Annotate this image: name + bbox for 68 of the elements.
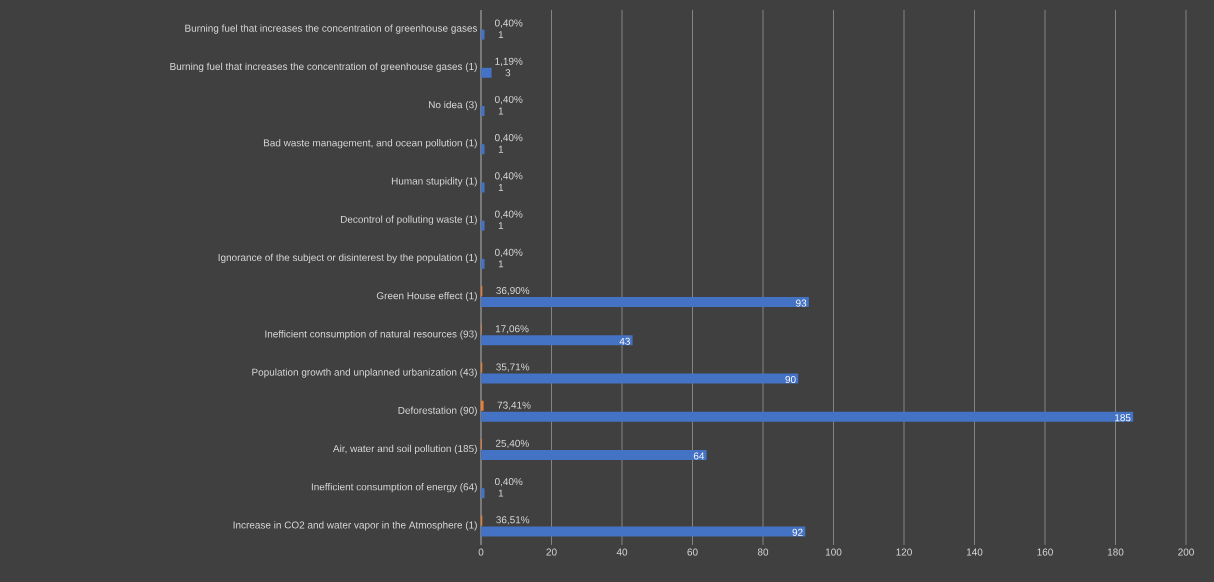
bar: [481, 411, 1134, 422]
bar: [481, 373, 799, 384]
y-tick-label: No idea (3): [429, 100, 477, 111]
x-tick-label: 180: [1107, 548, 1124, 556]
data-label: 36,90%: [496, 286, 530, 296]
data-label: 1: [498, 184, 504, 191]
data-label: 0,40%: [494, 210, 523, 219]
x-tick-label: 80: [757, 548, 769, 556]
x-tick-label: 200: [1178, 548, 1194, 556]
data-label: 25,40%: [495, 439, 529, 449]
x-tick-label: 120: [896, 548, 912, 556]
x-tick-label: 40: [616, 548, 628, 556]
y-tick-label: Bad waste management, and ocean pollution (1): [263, 139, 477, 149]
bar: [481, 297, 809, 308]
data-label: 73,41%: [497, 401, 531, 410]
data-label: 17,06%: [495, 325, 529, 334]
data-label: 0,40%: [494, 248, 523, 257]
bar: [481, 220, 485, 231]
y-tick-label: Air, water and soil pollution (185): [332, 444, 477, 455]
bar: [481, 258, 485, 269]
bar: [481, 144, 485, 155]
data-label: 43: [619, 337, 630, 345]
data-label: 92: [792, 528, 803, 536]
bar: [481, 400, 484, 411]
y-tick-label: Burning fuel that increases the concentration of greenhouse gases (1): [170, 62, 477, 72]
bar: [481, 526, 806, 537]
y-tick-label: Deforestation (90): [398, 406, 477, 416]
data-label: 0,40%: [494, 95, 523, 105]
x-tick-label: 160: [1037, 548, 1053, 556]
bar: [481, 29, 485, 40]
x-tick-label: 100: [825, 548, 842, 556]
y-tick-label: Burning fuel that increases the concentration of greenhouse gases: [185, 24, 478, 34]
data-label: 35,71%: [496, 363, 530, 372]
data-label: 1: [498, 260, 504, 268]
y-tick-label: Decontrol of polluting waste (1): [340, 215, 477, 225]
data-label: 0,40%: [494, 19, 523, 28]
data-label: 1: [498, 107, 504, 115]
y-tick-label: Increase in CO2 and water vapor in the Atmosphere (1): [233, 521, 477, 531]
data-label: 1: [498, 31, 504, 39]
y-tick-label: Ignorance of the subject or disinterest by the population (1): [218, 253, 477, 264]
y-tick-label: Human stupidity (1): [391, 177, 477, 187]
bar: [481, 67, 492, 78]
data-label: 1,19%: [495, 57, 523, 66]
data-label: 1: [498, 145, 504, 153]
data-label: 0,40%: [494, 172, 523, 181]
x-tick-label: 20: [546, 548, 557, 556]
data-label: 90: [785, 376, 796, 384]
y-tick-label: Inefficient consumption of natural resources (93): [265, 330, 477, 340]
x-tick-label: 140: [966, 548, 983, 556]
bar: [481, 449, 707, 460]
data-label: 0,40%: [494, 134, 523, 143]
data-label: 1: [498, 222, 504, 230]
bar: [481, 488, 485, 499]
bar: [481, 106, 485, 117]
data-label: 0,40%: [494, 478, 523, 487]
y-tick-label: Green House effect (1): [376, 291, 477, 302]
y-tick-label: Inefficient consumption of energy (64): [311, 483, 477, 493]
data-label: 64: [693, 452, 705, 460]
data-label: 93: [796, 299, 807, 307]
data-label: 1: [498, 489, 504, 497]
data-label: 185: [1115, 414, 1131, 422]
x-tick-label: 0: [478, 548, 484, 556]
x-tick-label: 60: [687, 548, 698, 556]
data-label: 36,51%: [496, 516, 530, 525]
y-tick-label: Population growth and unplanned urbanization (43): [252, 368, 477, 378]
bar: [481, 182, 485, 193]
data-label: 3: [505, 69, 511, 77]
bar: [481, 335, 633, 346]
